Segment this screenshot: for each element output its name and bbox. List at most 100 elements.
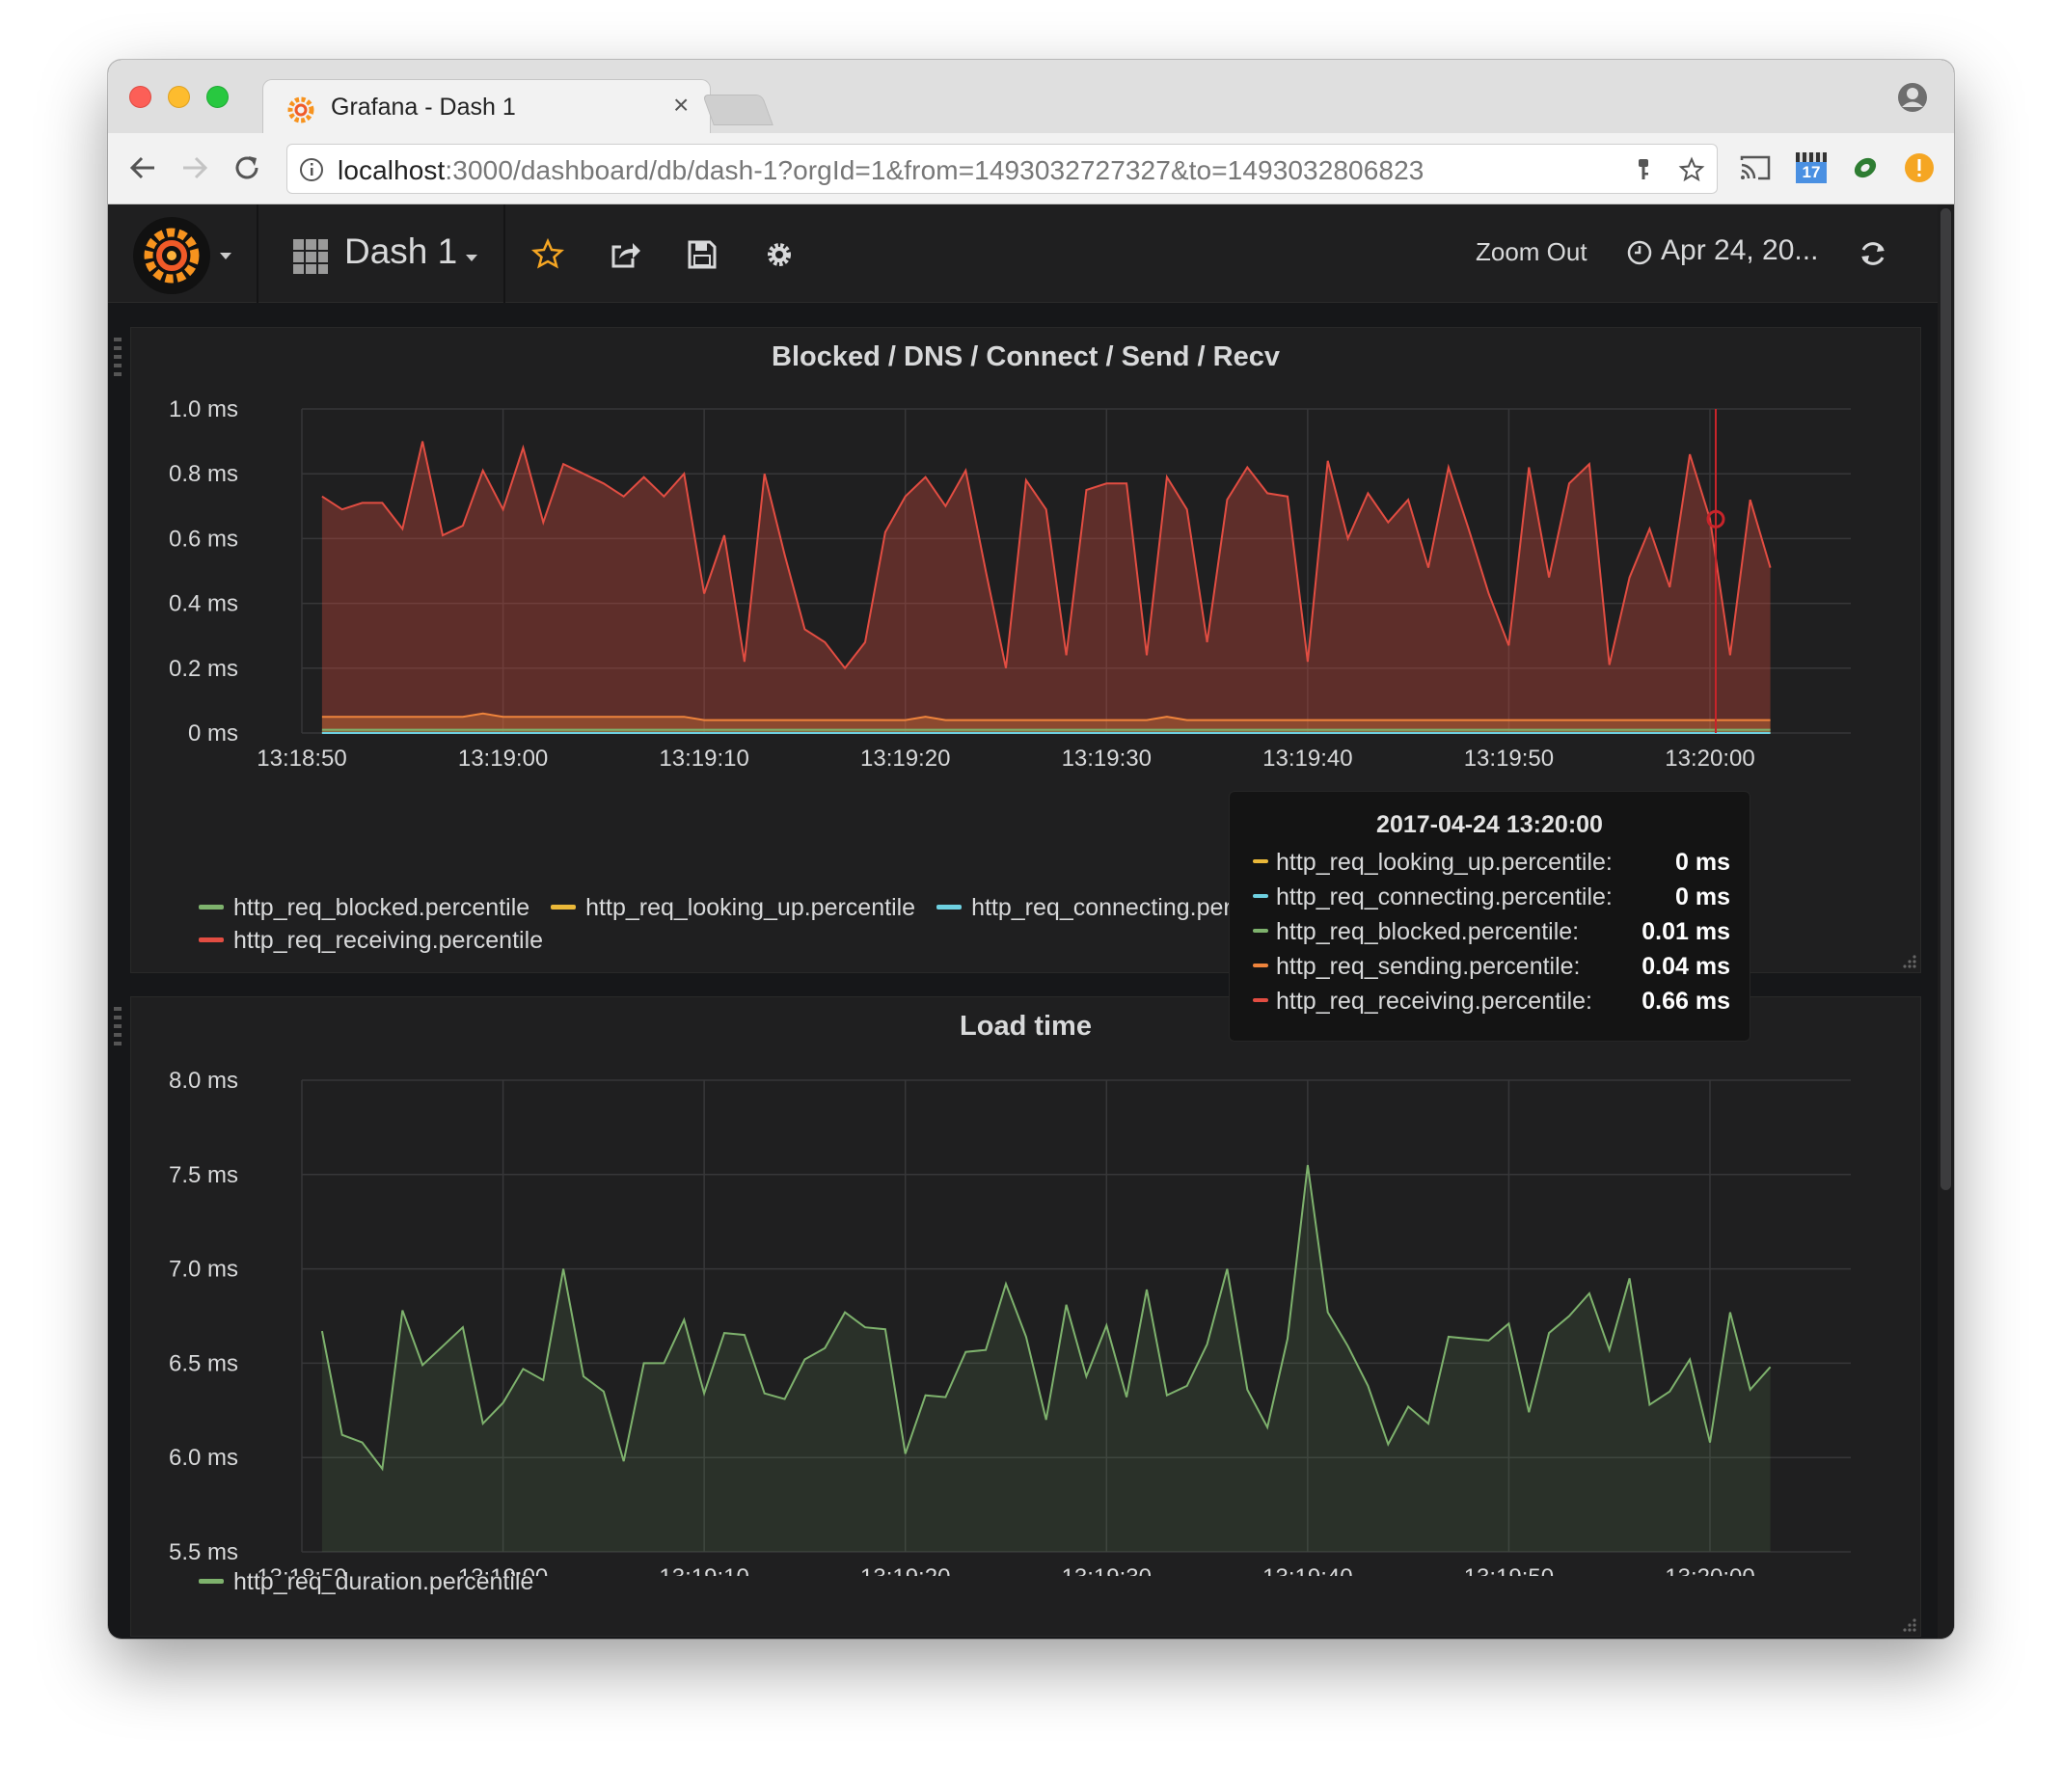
reload-icon[interactable] <box>230 150 264 185</box>
panel-load-time[interactable]: Load time 5.5 ms 6.0 ms 6.5 ms 7.0 ms 7.5 ms… <box>130 996 1921 1637</box>
legend-item-duration[interactable]: http_req_duration.percentile <box>199 1565 533 1598</box>
clock-icon[interactable] <box>1626 239 1653 266</box>
extension-leaf-icon[interactable] <box>1848 150 1883 185</box>
dashboard-grid-icon[interactable] <box>291 237 330 276</box>
y-tick-label: 6.5 ms <box>169 1350 238 1376</box>
forward-icon[interactable] <box>177 150 212 185</box>
address-bar-row: localhost:3000/dashboard/db/dash-1?orgId… <box>108 133 1954 204</box>
tooltip-row: http_req_blocked.percentile: 0.01 ms <box>1253 918 1730 949</box>
dashboard-title[interactable]: Dash 1 <box>344 231 458 271</box>
profile-icon[interactable] <box>1896 81 1929 114</box>
legend-swatch <box>199 1578 224 1584</box>
legend-label: http_req_looking_up.percentile <box>585 894 916 921</box>
tooltip-row: http_req_connecting.percentile: 0 ms <box>1253 883 1730 914</box>
y-tick-label: 0.8 ms <box>169 461 238 487</box>
series-line-http-req-receiving-percentile <box>321 441 1772 670</box>
back-icon[interactable] <box>125 150 160 185</box>
x-tick-label: 13:19:40 <box>1262 746 1352 772</box>
tooltip-label: http_req_receiving.percentile: <box>1276 988 1592 1015</box>
panel-legend: http_req_blocked.percentile http_req_look… <box>199 891 1327 957</box>
load-time-chart[interactable]: 5.5 ms 6.0 ms 6.5 ms 7.0 ms 7.5 ms 8.0 ms 13:1… <box>131 997 1922 1576</box>
dashboard-caret-icon[interactable] <box>466 255 477 261</box>
tooltip-swatch <box>1253 894 1268 899</box>
y-tick-label: 8.0 ms <box>169 1068 238 1094</box>
browser-tab[interactable]: Grafana - Dash 1 × <box>262 79 711 135</box>
url-host: localhost <box>338 155 446 185</box>
row-drag-handle[interactable] <box>114 1007 122 1045</box>
minimize-window-button[interactable] <box>168 86 190 108</box>
y-tick-label: 1.0 ms <box>169 396 238 422</box>
bookmark-star-icon[interactable] <box>1678 156 1705 183</box>
star-icon[interactable] <box>530 237 565 272</box>
logo-caret-icon[interactable] <box>220 253 231 259</box>
legend-item-connecting[interactable]: http_req_connecting.perc <box>936 891 1243 924</box>
gear-icon[interactable] <box>762 237 797 272</box>
row-drag-handle[interactable] <box>114 338 122 376</box>
tooltip-value: 0.04 ms <box>1641 953 1730 980</box>
x-tick-label: 13:18:50 <box>257 746 346 772</box>
x-tick-label: 13:19:10 <box>659 746 748 772</box>
tooltip-label: http_req_sending.percentile: <box>1276 953 1581 980</box>
url-field[interactable]: localhost:3000/dashboard/db/dash-1?orgId… <box>286 144 1718 194</box>
legend-item-blocked[interactable]: http_req_blocked.percentile <box>199 891 529 924</box>
save-icon[interactable] <box>685 237 719 272</box>
panel-resize-handle[interactable] <box>1903 1618 1916 1632</box>
y-tick-label: 0 ms <box>188 720 238 747</box>
tooltip-value: 0.66 ms <box>1641 988 1730 1015</box>
tooltip-swatch <box>1253 964 1268 968</box>
new-tab-button[interactable] <box>702 95 773 125</box>
close-window-button[interactable] <box>129 86 151 108</box>
info-icon[interactable] <box>299 157 324 182</box>
network-timings-chart[interactable]: 0 ms 0.2 ms 0.4 ms 0.6 ms 0.8 ms 1.0 ms 13:18:… <box>131 328 1922 907</box>
close-tab-icon[interactable]: × <box>673 90 690 120</box>
x-tick-label: 13:18:50 <box>257 1564 346 1576</box>
y-tick-label: 7.5 ms <box>169 1162 238 1188</box>
tooltip-swatch <box>1253 929 1268 934</box>
y-tick-label: 5.5 ms <box>169 1539 238 1565</box>
refresh-icon[interactable] <box>1856 236 1890 271</box>
legend-item-receiving[interactable]: http_req_receiving.percentile <box>199 924 543 957</box>
panel-title[interactable]: Blocked / DNS / Connect / Send / Recv <box>772 341 1280 372</box>
tooltip-title: 2017-04-24 13:20:00 <box>1376 811 1603 838</box>
maximize-window-button[interactable] <box>206 86 229 108</box>
x-tick-label: 13:19:40 <box>1262 1564 1352 1576</box>
alert-extension-icon[interactable] <box>1902 150 1937 185</box>
share-icon[interactable] <box>608 237 642 272</box>
series-area-http-req-receiving-percentile <box>321 441 1771 733</box>
legend-label: http_req_connecting.perc <box>971 894 1244 921</box>
legend-label: http_req_duration.percentile <box>233 1568 534 1595</box>
time-range-picker[interactable]: Apr 24, 20... <box>1661 234 1819 266</box>
browser-window: Grafana - Dash 1 × localhost:3000 <box>108 60 1954 1639</box>
x-tick-label: 13:19:00 <box>458 1564 548 1576</box>
tooltip-swatch <box>1253 998 1268 1003</box>
legend-item-looking-up[interactable]: http_req_looking_up.percentile <box>551 891 915 924</box>
tab-strip: Grafana - Dash 1 × <box>108 60 1954 135</box>
zoom-out-button[interactable]: Zoom Out <box>1476 237 1587 266</box>
grafana-logo-icon[interactable] <box>133 217 210 294</box>
page-scrollbar[interactable] <box>1938 204 1954 1639</box>
calendar-extension-icon[interactable]: 17 <box>1794 150 1829 185</box>
navbar-separator <box>503 204 505 303</box>
scrollbar-thumb[interactable] <box>1940 208 1951 1190</box>
url-path: :3000/dashboard/db/dash-1?orgId=1&from=1… <box>445 155 1424 185</box>
key-icon[interactable] <box>1630 156 1657 183</box>
hover-point-marker <box>1706 509 1725 529</box>
panel-title[interactable]: Load time <box>960 1011 1092 1042</box>
panel-network-timings[interactable]: Blocked / DNS / Connect / Send / Recv 0 … <box>130 327 1921 973</box>
legend-label: http_req_receiving.percentile <box>233 927 544 954</box>
legend-swatch <box>199 904 224 910</box>
legend-label: http_req_blocked.percentile <box>233 894 530 921</box>
series-area-http-req-sending-percentile <box>321 713 1771 733</box>
tooltip-row: http_req_looking_up.percentile: 0 ms <box>1253 849 1730 880</box>
panel-legend: http_req_duration.percentile <box>199 1565 1327 1598</box>
tooltip-value: 0 ms <box>1675 883 1730 910</box>
tooltip-label: http_req_connecting.percentile: <box>1276 883 1613 910</box>
y-tick-label: 0.4 ms <box>169 591 238 617</box>
x-tick-label: 13:19:50 <box>1464 746 1554 772</box>
x-tick-label: 13:20:00 <box>1665 1564 1754 1576</box>
x-tick-label: 13:19:30 <box>1062 746 1152 772</box>
legend-swatch <box>936 904 963 910</box>
panel-resize-handle[interactable] <box>1903 955 1916 968</box>
tooltip-row: http_req_sending.percentile: 0.04 ms <box>1253 953 1730 984</box>
cast-icon[interactable] <box>1738 150 1773 185</box>
